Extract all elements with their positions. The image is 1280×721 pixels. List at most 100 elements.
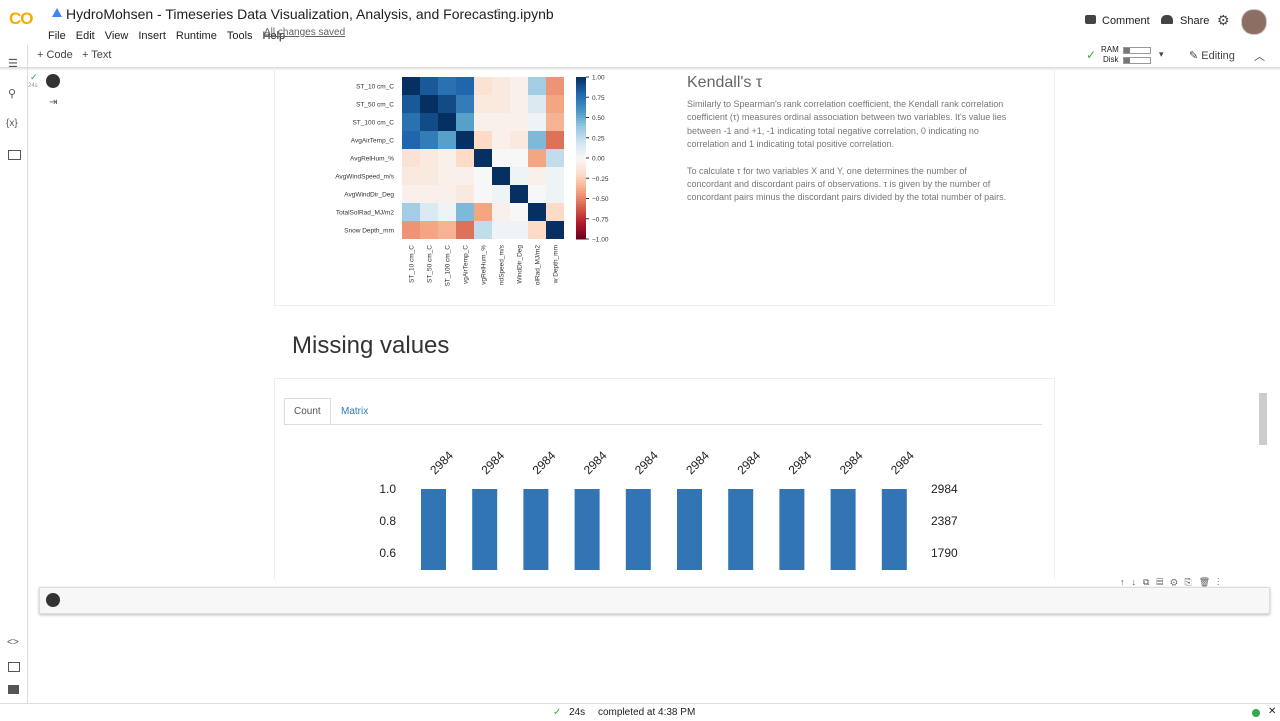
- x-label: w Depth_mm: [553, 245, 560, 284]
- heatmap-cell: [438, 185, 456, 203]
- toolbar: + Code + Text ✓ RAM Disk ▾ ✎ Editing ︿: [0, 44, 1280, 68]
- heatmap-cell: [528, 95, 546, 113]
- x-label: ST_10 cm_C: [409, 245, 416, 283]
- status-completed: completed at 4:38 PM: [598, 707, 696, 718]
- heatmap-cell: [420, 131, 438, 149]
- heatmap-cell: [402, 203, 420, 221]
- terminal-icon[interactable]: [8, 685, 19, 694]
- heatmap-cell: [528, 185, 546, 203]
- share-button[interactable]: Share: [1180, 15, 1210, 27]
- comment-button[interactable]: Comment: [1102, 15, 1150, 27]
- colorbar-segment: [576, 212, 586, 216]
- connected-dot: [1252, 709, 1260, 717]
- kendall-panel: Kendall's τ Similarly to Spearman's rank…: [687, 74, 1009, 218]
- heatmap-cell: [456, 131, 474, 149]
- heatmap-cell: [546, 221, 564, 239]
- code-snippets-icon[interactable]: <>: [7, 637, 19, 648]
- variables-icon[interactable]: {x}: [6, 118, 18, 129]
- heatmap-cell: [474, 113, 492, 131]
- heatmap-cell: [510, 149, 528, 167]
- heatmap-cell: [402, 77, 420, 95]
- heatmap-cell: [528, 203, 546, 221]
- bar: [625, 489, 651, 570]
- colorbar-segment: [576, 203, 586, 208]
- colorbar-segment: [576, 87, 586, 91]
- tab[interactable]: Matrix: [341, 406, 369, 417]
- x-label: ndSpeed_m/s: [499, 244, 506, 285]
- heatmap-cell: [528, 149, 546, 167]
- output-icon[interactable]: ⇥: [49, 97, 58, 108]
- files-icon[interactable]: [8, 150, 21, 160]
- bar: [574, 489, 600, 570]
- menu-item[interactable]: Insert: [138, 30, 166, 42]
- colorbar-segment: [576, 201, 586, 205]
- colorbar-segment: [576, 120, 586, 124]
- x-label: ST_100 cm_C: [445, 245, 452, 287]
- y-label: ST_100 cm_C: [352, 120, 394, 127]
- dropdown[interactable]: ▾: [1159, 49, 1164, 59]
- heatmap-cell: [528, 77, 546, 95]
- cell-check: ✓: [30, 72, 38, 82]
- menu-item[interactable]: Runtime: [175, 30, 217, 42]
- avatar[interactable]: [1241, 9, 1267, 35]
- toc-icon[interactable]: ☰: [8, 58, 18, 70]
- heatmap-cell: [402, 185, 420, 203]
- colorbar-segment: [576, 171, 586, 175]
- x-label: olRad_MJ/m2: [535, 245, 542, 285]
- search-icon[interactable]: ⚲: [8, 88, 17, 100]
- collapse[interactable]: ︿: [1254, 51, 1265, 63]
- heatmap-cell: [510, 131, 528, 149]
- colorbar-segment: [576, 176, 586, 181]
- colorbar-tick-label: −0.25: [592, 176, 609, 183]
- editing-button[interactable]: ✎ Editing: [1189, 50, 1235, 62]
- colorbar-segment: [576, 144, 586, 148]
- add-code[interactable]: + Code: [37, 49, 73, 61]
- heatmap-cell: [474, 131, 492, 149]
- settings[interactable]: ⚙: [1217, 12, 1230, 28]
- tab-active[interactable]: Count: [284, 398, 331, 425]
- run-button[interactable]: [46, 593, 60, 607]
- command-icon[interactable]: [8, 662, 20, 672]
- colorbar-tick-label: 0.25: [592, 135, 605, 142]
- menu-item[interactable]: Tools: [226, 30, 253, 42]
- colorbar-segment: [576, 106, 586, 110]
- close-status[interactable]: ✕: [1268, 706, 1277, 717]
- notebook-title[interactable]: HydroMohsen - Timeseries Data Visualizat…: [66, 6, 554, 22]
- x-label: ST_50 cm_C: [427, 245, 434, 283]
- heatmap-cell: [438, 113, 456, 131]
- colorbar-segment: [576, 198, 586, 202]
- add-text[interactable]: + Text: [82, 49, 112, 61]
- saved-status[interactable]: All changes saved: [264, 27, 346, 38]
- heatmap-cell: [474, 185, 492, 203]
- menu-item[interactable]: Edit: [75, 30, 95, 42]
- heatmap-cell: [420, 95, 438, 113]
- heatmap-cell: [420, 185, 438, 203]
- menu-item[interactable]: File: [48, 30, 66, 42]
- heatmap-cell: [438, 167, 456, 185]
- heatmap-cell: [438, 77, 456, 95]
- colorbar-segment: [576, 139, 586, 143]
- colorbar-segment: [576, 233, 586, 237]
- heatmap-cell: [420, 203, 438, 221]
- colorbar-segment: [576, 122, 586, 127]
- menu-item[interactable]: Help: [262, 30, 286, 42]
- run-button[interactable]: [46, 74, 60, 88]
- colorbar-segment: [576, 93, 586, 97]
- y2-tick-label: 2387: [931, 514, 958, 528]
- logo[interactable]: CO: [9, 9, 33, 28]
- heatmap-cell: [546, 77, 564, 95]
- colorbar-segment: [576, 225, 586, 229]
- heatmap-cell: [420, 113, 438, 131]
- menu-item[interactable]: View: [104, 30, 129, 42]
- heatmap-cell: [456, 185, 474, 203]
- bar: [523, 489, 549, 570]
- colorbar-segment: [576, 168, 586, 172]
- star[interactable]: ☆: [491, 5, 504, 21]
- heatmap-cell: [546, 167, 564, 185]
- heatmap-cell: [456, 221, 474, 239]
- header: CO HydroMohsen - Timeseries Data Visuali…: [0, 0, 1280, 44]
- y-label: ST_10 cm_C: [356, 84, 394, 91]
- empty-cell[interactable]: [39, 587, 1270, 614]
- colorbar-segment: [576, 163, 586, 167]
- kendall-title: Kendall's τ: [687, 74, 763, 91]
